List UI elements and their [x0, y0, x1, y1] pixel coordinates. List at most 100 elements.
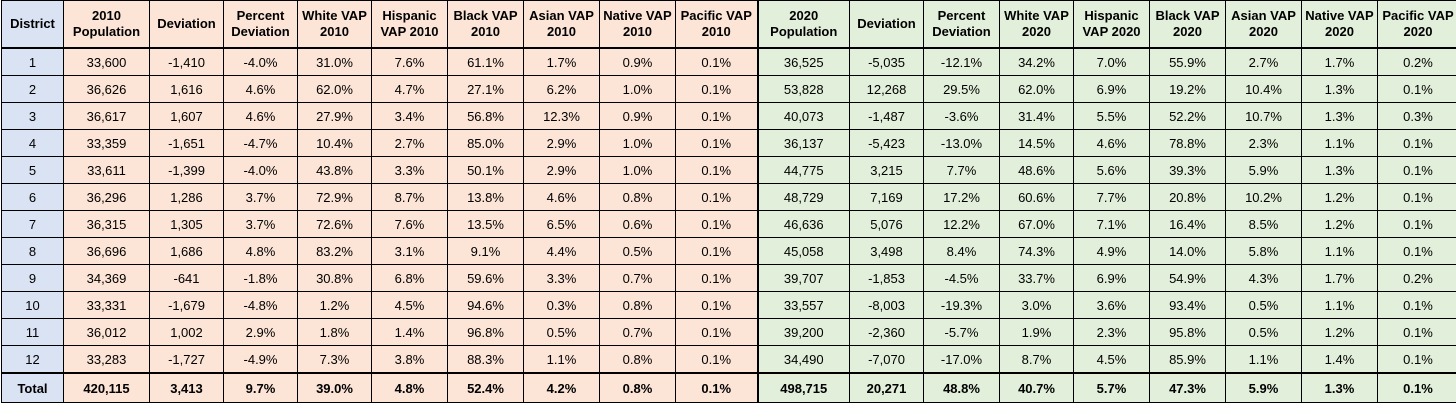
cell-asian-vap-2020: 0.5%: [1225, 318, 1302, 346]
cell-native-vap-2010: 1.0%: [599, 75, 676, 103]
cell-deviation-2020: 12,268: [849, 75, 924, 103]
cell-asian-vap-2010: 2.9%: [523, 156, 600, 184]
cell-deviation-2010: 1,002: [149, 318, 224, 346]
cell-pacific-vap-2020: 0.1%: [1377, 156, 1456, 184]
cell-asian-vap-2010: 0.5%: [523, 318, 600, 346]
cell-black-vap-2020: 20.8%: [1149, 183, 1226, 211]
cell-native-vap-2010: 0.7%: [599, 318, 676, 346]
cell-deviation-2010: -1,727: [149, 345, 224, 374]
cell-deviation-2010: 1,616: [149, 75, 224, 103]
header-deviation-2020: Deviation: [849, 0, 924, 49]
cell-native-vap-2020: 1.2%: [1301, 318, 1378, 346]
cell-asian-vap-2010: 6.2%: [523, 75, 600, 103]
header-native-vap-2010: Native VAP 2010: [599, 0, 676, 49]
table-row: 1 33,600 -1,410 -4.0% 31.0% 7.6% 61.1% 1.7% 0.9%…: [1, 47, 1456, 76]
cell-white-vap-2010: 72.6%: [297, 210, 372, 238]
cell-pacific-vap-2020: 0.1%: [1377, 129, 1456, 157]
cell-black-vap-2020: 16.4%: [1149, 210, 1226, 238]
cell-asian-vap-2020: 10.7%: [1225, 102, 1302, 130]
cell-deviation-2010: 1,686: [149, 237, 224, 265]
cell-black-vap-2010: 61.1%: [447, 47, 524, 76]
cell-deviation-2020: 3,215: [849, 156, 924, 184]
total-black-vap-2020: 47.3%: [1149, 372, 1226, 403]
cell-black-vap-2020: 54.9%: [1149, 264, 1226, 292]
cell-black-vap-2010: 59.6%: [447, 264, 524, 292]
cell-white-vap-2020: 60.6%: [999, 183, 1074, 211]
header-pacific-vap-2020: Pacific VAP 2020: [1377, 0, 1456, 49]
header-black-vap-2020: Black VAP 2020: [1149, 0, 1226, 49]
cell-hispanic-vap-2010: 3.1%: [371, 237, 448, 265]
cell-native-vap-2010: 0.6%: [599, 210, 676, 238]
header-black-vap-2010: Black VAP 2010: [447, 0, 524, 49]
cell-pacific-vap-2010: 0.1%: [675, 345, 759, 374]
cell-white-vap-2020: 8.7%: [999, 345, 1074, 374]
cell-hispanic-vap-2020: 5.6%: [1073, 156, 1150, 184]
header-deviation-2010: Deviation: [149, 0, 224, 49]
total-asian-vap-2010: 4.2%: [523, 372, 600, 403]
cell-white-vap-2010: 7.3%: [297, 345, 372, 374]
header-asian-vap-2020: Asian VAP 2020: [1225, 0, 1302, 49]
cell-percent-deviation-2010: -4.0%: [223, 156, 298, 184]
cell-pacific-vap-2010: 0.1%: [675, 210, 759, 238]
total-percent-deviation-2010: 9.7%: [223, 372, 298, 403]
cell-native-vap-2010: 0.9%: [599, 47, 676, 76]
total-asian-vap-2020: 5.9%: [1225, 372, 1302, 403]
cell-district: 9: [1, 264, 64, 292]
cell-population-2010: 36,626: [63, 75, 150, 103]
cell-native-vap-2020: 1.3%: [1301, 75, 1378, 103]
cell-pacific-vap-2010: 0.1%: [675, 102, 759, 130]
cell-percent-deviation-2020: 17.2%: [923, 183, 1000, 211]
cell-white-vap-2010: 30.8%: [297, 264, 372, 292]
cell-deviation-2020: 5,076: [849, 210, 924, 238]
cell-percent-deviation-2010: 3.7%: [223, 183, 298, 211]
cell-asian-vap-2020: 5.9%: [1225, 156, 1302, 184]
cell-district: 7: [1, 210, 64, 238]
cell-white-vap-2020: 34.2%: [999, 47, 1074, 76]
cell-district: 10: [1, 291, 64, 319]
header-row: District 2010 Population Deviation Percent …: [1, 0, 1456, 49]
cell-black-vap-2020: 14.0%: [1149, 237, 1226, 265]
cell-hispanic-vap-2010: 1.4%: [371, 318, 448, 346]
cell-hispanic-vap-2010: 7.6%: [371, 47, 448, 76]
cell-white-vap-2010: 1.8%: [297, 318, 372, 346]
cell-district: 11: [1, 318, 64, 346]
cell-district: 2: [1, 75, 64, 103]
cell-population-2010: 33,611: [63, 156, 150, 184]
cell-native-vap-2010: 0.8%: [599, 345, 676, 374]
cell-pacific-vap-2020: 0.1%: [1377, 318, 1456, 346]
cell-white-vap-2020: 3.0%: [999, 291, 1074, 319]
cell-asian-vap-2020: 10.4%: [1225, 75, 1302, 103]
cell-pacific-vap-2020: 0.2%: [1377, 47, 1456, 76]
cell-white-vap-2010: 83.2%: [297, 237, 372, 265]
total-white-vap-2010: 39.0%: [297, 372, 372, 403]
cell-white-vap-2020: 14.5%: [999, 129, 1074, 157]
cell-hispanic-vap-2010: 4.5%: [371, 291, 448, 319]
total-population-2020: 498,715: [757, 372, 850, 403]
cell-white-vap-2020: 33.7%: [999, 264, 1074, 292]
cell-pacific-vap-2020: 0.3%: [1377, 102, 1456, 130]
cell-native-vap-2020: 1.1%: [1301, 129, 1378, 157]
header-percent-deviation-2020: Percent Deviation: [923, 0, 1000, 49]
cell-asian-vap-2020: 10.2%: [1225, 183, 1302, 211]
cell-asian-vap-2010: 3.3%: [523, 264, 600, 292]
cell-native-vap-2020: 1.4%: [1301, 345, 1378, 374]
cell-pacific-vap-2020: 0.1%: [1377, 291, 1456, 319]
cell-percent-deviation-2020: -17.0%: [923, 345, 1000, 374]
cell-black-vap-2020: 52.2%: [1149, 102, 1226, 130]
cell-pacific-vap-2010: 0.1%: [675, 183, 759, 211]
cell-white-vap-2020: 74.3%: [999, 237, 1074, 265]
cell-population-2020: 39,200: [757, 318, 850, 346]
cell-white-vap-2020: 62.0%: [999, 75, 1074, 103]
cell-native-vap-2020: 1.3%: [1301, 156, 1378, 184]
cell-deviation-2010: 1,305: [149, 210, 224, 238]
header-asian-vap-2010: Asian VAP 2010: [523, 0, 600, 49]
header-pacific-vap-2010: Pacific VAP 2010: [675, 0, 759, 49]
cell-black-vap-2010: 88.3%: [447, 345, 524, 374]
table-row: 8 36,696 1,686 4.8% 83.2% 3.1% 9.1% 4.4% 0.5% 0.1…: [1, 237, 1456, 265]
cell-white-vap-2020: 67.0%: [999, 210, 1074, 238]
cell-pacific-vap-2010: 0.1%: [675, 291, 759, 319]
cell-black-vap-2010: 96.8%: [447, 318, 524, 346]
total-pacific-vap-2020: 0.1%: [1377, 372, 1456, 403]
cell-white-vap-2010: 31.0%: [297, 47, 372, 76]
total-hispanic-vap-2020: 5.7%: [1073, 372, 1150, 403]
